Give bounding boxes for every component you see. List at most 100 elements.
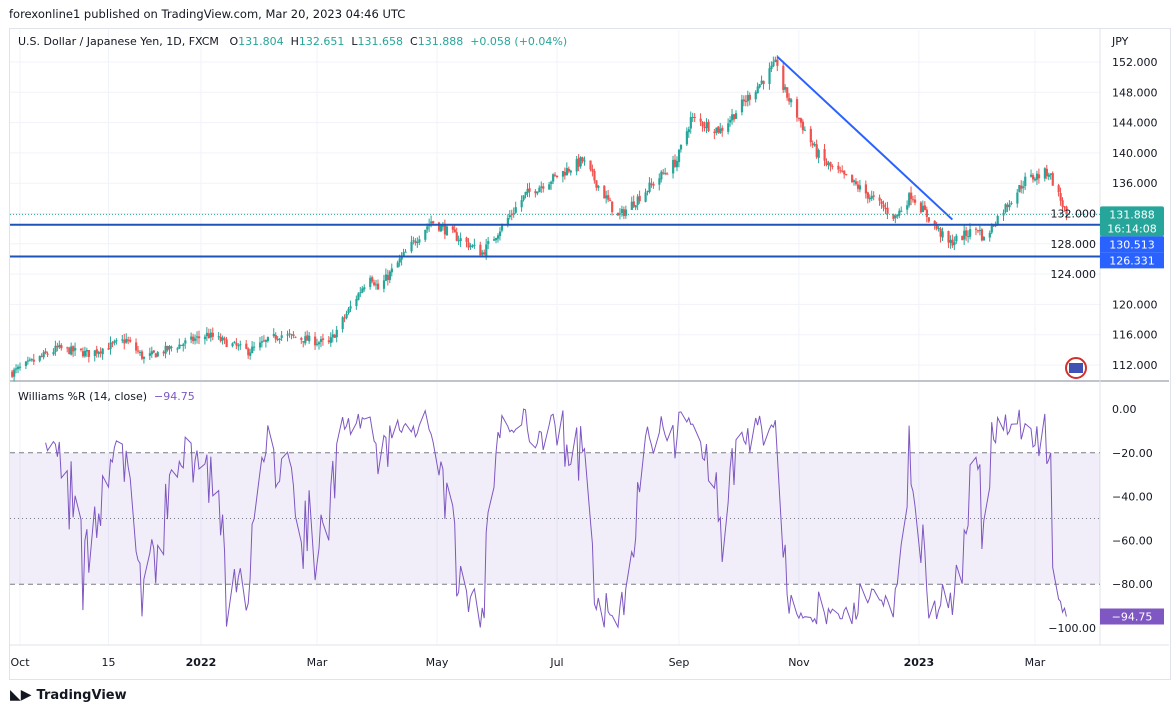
candle-body — [524, 191, 527, 196]
change-value: +0.058 (+0.04%) — [470, 35, 568, 48]
candle-body — [142, 356, 146, 359]
candle-body — [782, 65, 785, 90]
candle-body — [74, 348, 77, 351]
candle-body — [839, 170, 842, 172]
candle-body — [569, 170, 572, 173]
candle-body — [432, 221, 435, 224]
candle-body — [837, 165, 840, 170]
candle-body — [742, 99, 746, 102]
candle-body — [294, 336, 297, 338]
candle-body — [469, 245, 472, 247]
candle-body — [522, 195, 525, 200]
candle-body — [138, 351, 142, 353]
candle-body — [386, 274, 390, 281]
candle-body — [622, 209, 626, 216]
candle-body — [746, 94, 749, 102]
candle-body — [577, 158, 580, 167]
candle-body — [81, 351, 85, 357]
candle-body — [443, 225, 447, 235]
candle-body — [245, 343, 248, 349]
candle-body — [235, 343, 238, 346]
candle-body — [976, 230, 980, 232]
candle-body — [1035, 173, 1039, 180]
candle-body — [373, 282, 376, 286]
candle-body — [589, 160, 592, 170]
candle-body — [1057, 185, 1060, 193]
close-label: C — [410, 35, 418, 48]
candle-body — [729, 119, 732, 123]
candle-body — [555, 175, 559, 178]
trendline — [776, 55, 954, 221]
candle-body — [799, 118, 803, 123]
candle-body — [514, 207, 517, 213]
candle-body — [170, 346, 173, 348]
candle-body — [416, 242, 419, 244]
candle-body — [951, 239, 954, 246]
candle-body — [662, 172, 665, 174]
time-tick-label: Oct — [10, 656, 30, 669]
candle-body — [762, 80, 765, 85]
high-value: 132.651 — [298, 35, 345, 48]
candle-body — [748, 94, 751, 100]
candle-body — [333, 334, 336, 338]
price-tick-label: 152.000 — [1112, 56, 1158, 69]
candle-body — [203, 336, 207, 340]
candle-body — [178, 344, 181, 349]
candle-body — [937, 227, 940, 230]
candle-body — [266, 336, 270, 342]
tradingview-logo[interactable]: ◣▶ TradingView — [10, 687, 127, 703]
candle-body — [1030, 174, 1033, 177]
candle-body — [402, 252, 405, 257]
candle-body — [597, 185, 600, 188]
candle-body — [453, 229, 456, 233]
candle-body — [500, 224, 504, 231]
candle-body — [196, 336, 199, 338]
candle-body — [1008, 204, 1011, 208]
candle-body — [382, 280, 386, 289]
candle-body — [689, 117, 692, 129]
candle-body — [1047, 174, 1050, 177]
candle-body — [424, 229, 427, 240]
candle-body — [872, 195, 875, 197]
candle-body — [60, 345, 63, 349]
candle-body — [715, 127, 718, 133]
open-label: O — [229, 35, 239, 48]
candle-body — [675, 160, 679, 168]
candle-body — [707, 121, 710, 132]
candle-body — [1020, 185, 1023, 189]
candle-body — [965, 230, 968, 236]
candle-body — [795, 99, 799, 118]
candle-body — [591, 169, 594, 172]
candle-body — [439, 225, 443, 232]
candle-body — [278, 338, 281, 340]
candle-body — [843, 170, 846, 175]
candle-body — [83, 350, 87, 357]
candle-body — [884, 208, 887, 210]
candle-body — [42, 352, 45, 358]
candle-body — [760, 80, 763, 84]
candle-body — [506, 217, 510, 225]
candle-body — [630, 201, 633, 210]
candle-body — [317, 342, 321, 345]
candle-body — [878, 197, 881, 201]
current-price-badge — [1100, 206, 1164, 237]
candle-body — [815, 144, 818, 158]
candle-body — [679, 144, 683, 150]
candle-body — [674, 159, 677, 167]
close-value: 131.888 — [417, 35, 464, 48]
candle-body — [398, 258, 401, 263]
candle-body — [473, 244, 476, 246]
candle-body — [471, 245, 474, 247]
candle-body — [624, 209, 628, 216]
candle-body — [341, 317, 344, 330]
candle-body — [650, 183, 653, 185]
candle-body — [331, 334, 334, 338]
candle-body — [349, 306, 352, 309]
candle-body — [286, 334, 289, 336]
high-label: H — [290, 35, 299, 48]
indicator-tick-label: −40.00 — [1112, 491, 1153, 504]
candle-body — [412, 240, 415, 242]
candle-body — [552, 174, 555, 182]
candle-body — [152, 350, 155, 353]
